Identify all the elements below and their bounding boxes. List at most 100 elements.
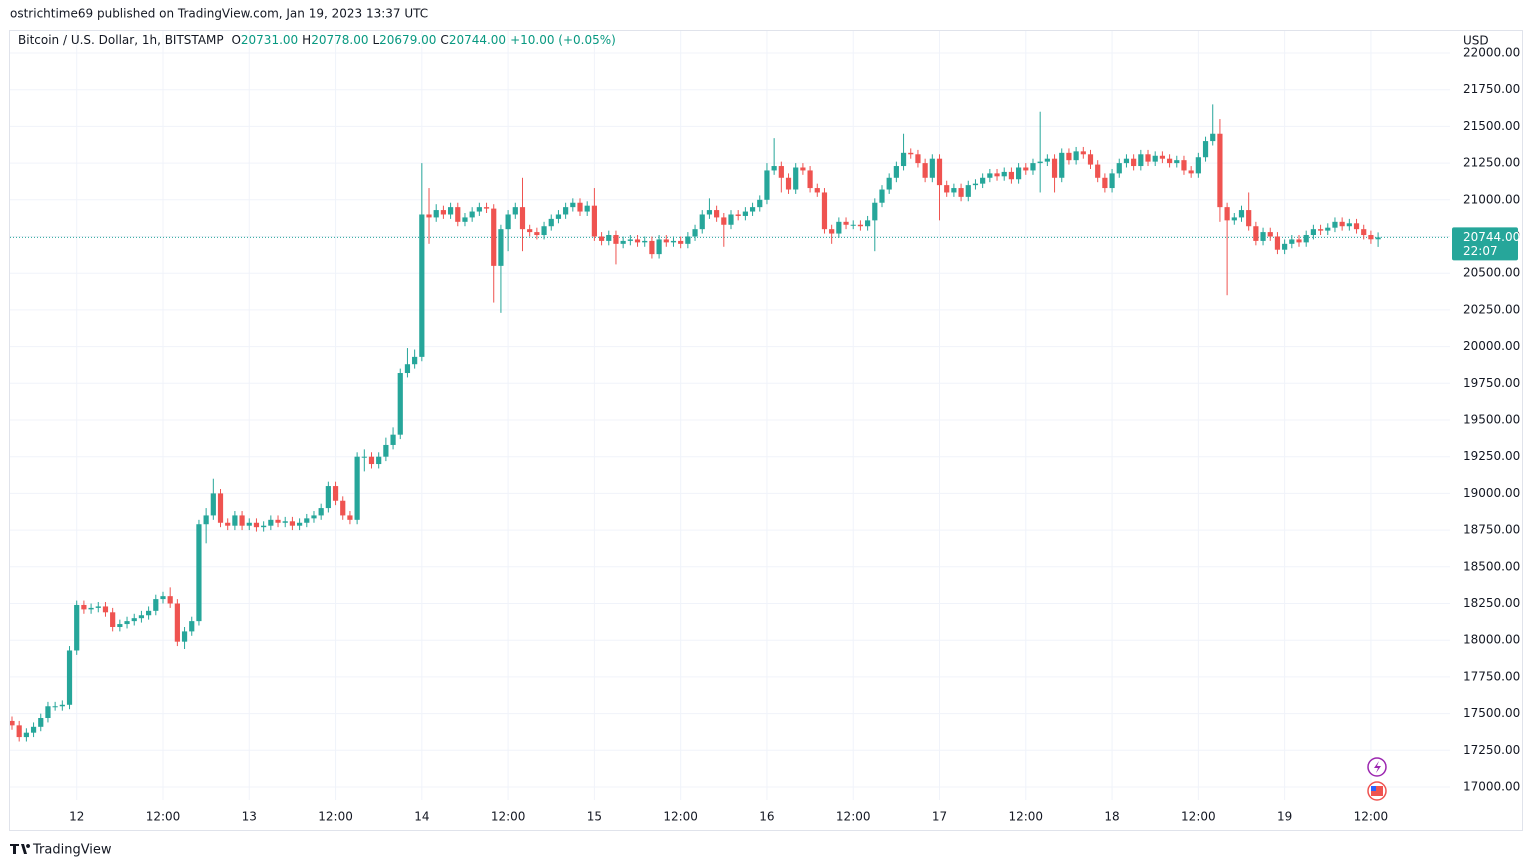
- candle-body: [1224, 207, 1230, 221]
- candle-body: [16, 725, 22, 738]
- x-tick-label: 17: [932, 810, 947, 824]
- last-price-box: [1452, 227, 1518, 261]
- legend-key: O: [231, 33, 241, 47]
- brand-name: TradingView: [32, 843, 112, 858]
- candle-body: [570, 202, 576, 208]
- candle-body: [340, 500, 346, 516]
- candle-body: [160, 596, 166, 600]
- candle-body: [757, 199, 763, 208]
- candle-body: [879, 189, 885, 203]
- candle-body: [189, 621, 195, 632]
- candle-body: [706, 210, 713, 215]
- x-tick-label: 12:00: [663, 810, 698, 824]
- candle-body: [555, 214, 562, 219]
- candle-body: [325, 486, 331, 509]
- candle-body: [1030, 163, 1036, 171]
- candle-body: [634, 239, 641, 243]
- y-tick-label: 21250.00: [1463, 156, 1520, 170]
- candle-body: [886, 177, 892, 190]
- candle-body: [433, 210, 439, 218]
- candle-body: [1037, 161, 1043, 164]
- candle-body: [1195, 157, 1201, 174]
- candle-body: [268, 519, 274, 526]
- candle-body: [304, 518, 310, 523]
- last-price-label: 20744.00: [1463, 230, 1520, 244]
- candle-body: [23, 732, 29, 738]
- candle-body: [59, 704, 65, 707]
- lightning-glyph: [1374, 761, 1381, 773]
- candle-body: [1080, 151, 1086, 155]
- y-tick-label: 17750.00: [1463, 669, 1520, 683]
- candle-body: [807, 170, 813, 189]
- candle-body: [1282, 243, 1288, 250]
- candle-body: [865, 220, 871, 227]
- candle-body: [297, 522, 303, 526]
- x-tick-label: 12:00: [1354, 810, 1389, 824]
- candle-body: [1181, 160, 1187, 171]
- candle-body: [124, 621, 130, 625]
- brand-logo: [10, 844, 31, 854]
- candle-body: [512, 207, 518, 215]
- candle-body: [239, 515, 245, 526]
- candle-body: [361, 456, 367, 458]
- x-tick-label: 14: [414, 810, 429, 824]
- candle-body: [1188, 170, 1194, 174]
- candle-body: [821, 192, 828, 230]
- candle-body: [1051, 158, 1058, 178]
- y-tick-label: 18000.00: [1463, 633, 1520, 647]
- y-tick-label: 18750.00: [1463, 523, 1520, 537]
- candle-body: [606, 235, 612, 241]
- published-note: ostrichtime69 published on TradingView.c…: [10, 7, 428, 21]
- candle-body: [117, 624, 123, 627]
- candle-body: [318, 508, 324, 516]
- x-tick-label: 19: [1277, 810, 1292, 824]
- candle-body: [483, 207, 490, 209]
- candle-body: [52, 706, 58, 708]
- candle-body: [764, 170, 770, 200]
- candle-body: [829, 229, 835, 234]
- candle-body: [857, 224, 864, 227]
- candle-body: [462, 217, 468, 222]
- y-tick-label: 18250.00: [1463, 596, 1520, 610]
- candle-body: [1274, 236, 1281, 250]
- candle-body: [476, 207, 482, 212]
- candle-body: [1016, 167, 1022, 180]
- candle-body: [232, 515, 238, 526]
- candle-body: [584, 205, 590, 212]
- candle-body: [965, 185, 971, 197]
- candle-body: [563, 207, 569, 215]
- candle-body: [721, 217, 727, 225]
- legend-key: H: [302, 33, 312, 47]
- candle-body: [685, 236, 691, 244]
- candle-body: [843, 221, 849, 225]
- x-tick-label: 13: [242, 810, 257, 824]
- candle-body: [1375, 237, 1381, 240]
- y-tick-label: 17000.00: [1463, 780, 1520, 794]
- candle-body: [311, 515, 317, 519]
- candle-body: [10, 720, 15, 726]
- candle-body: [1317, 229, 1324, 231]
- y-tick-label: 20250.00: [1463, 302, 1520, 316]
- candle-body: [519, 207, 526, 230]
- x-tick-label: 12:00: [491, 810, 526, 824]
- candle-body: [498, 229, 504, 266]
- candle-body: [419, 214, 425, 357]
- y-tick-label: 17500.00: [1463, 706, 1520, 720]
- x-tick-label: 12:00: [1008, 810, 1043, 824]
- candle-body: [929, 158, 935, 178]
- candle-body: [598, 236, 605, 241]
- candle-body: [749, 207, 756, 212]
- candle-body: [699, 214, 705, 230]
- legend-value: 20744.00: [448, 33, 507, 47]
- candle-body: [110, 612, 116, 627]
- candle-body: [900, 152, 907, 167]
- candle-body: [1260, 232, 1266, 241]
- x-tick-label: 15: [587, 810, 602, 824]
- legend-value: 20778.00: [311, 33, 369, 47]
- candle-body: [1023, 167, 1029, 171]
- candle-body: [30, 726, 37, 733]
- candle-body: [1066, 152, 1072, 161]
- candle-body: [1131, 158, 1137, 167]
- candle-body: [591, 205, 597, 237]
- candle-body: [174, 603, 180, 642]
